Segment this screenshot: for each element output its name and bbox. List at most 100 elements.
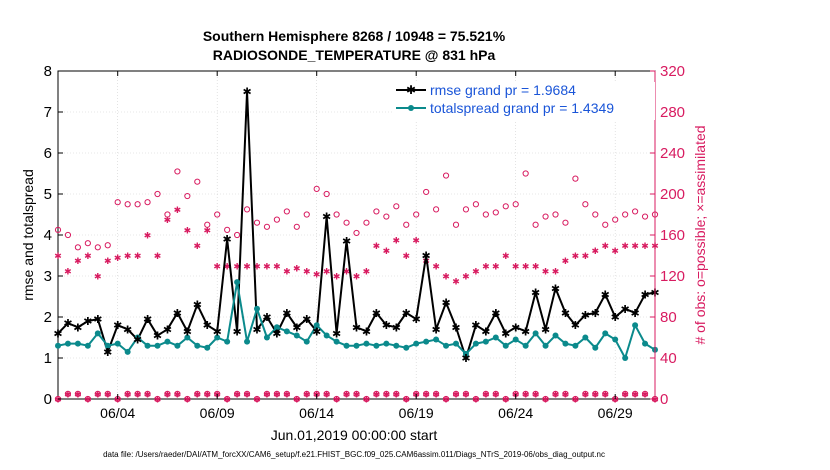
obs-bottom-possible-point	[74, 390, 82, 397]
obs-bottom-possible-point	[502, 395, 509, 403]
obs-bottom-possible-point	[194, 390, 201, 397]
obs-bottom-assimilated-point: ✱	[134, 390, 142, 400]
obs-bottom-possible-point	[154, 395, 161, 403]
obs-bottom-assimilated-point: ✱	[353, 390, 361, 400]
spread-point	[313, 322, 320, 329]
rmse-point: ✱	[223, 233, 232, 246]
spread-point	[522, 342, 529, 349]
y-tick-label: 6	[44, 145, 52, 162]
obs-assimilated-point: ✱	[412, 237, 420, 247]
obs-bottom-possible-point	[482, 390, 489, 397]
spread-point	[582, 334, 589, 341]
obs-bottom-assimilated-point: ✱	[273, 390, 281, 400]
obs-possible-point	[363, 219, 370, 226]
obs-bottom-assimilated-point: ✱	[363, 396, 371, 406]
obs-bottom-assimilated-point: ✱	[303, 390, 311, 400]
rmse-point: ✱	[282, 307, 291, 320]
legend-box	[393, 82, 655, 120]
obs-assimilated-point: ✱	[213, 262, 221, 272]
obs-assimilated-point: ✱	[323, 267, 331, 277]
y-tick-label: 0	[44, 391, 52, 408]
obs-bottom-assimilated-point: ✱	[94, 390, 102, 400]
y-right-tick-label: 200	[660, 186, 685, 203]
legend-rmse-marker: ✱	[406, 83, 416, 97]
spread-point	[323, 332, 330, 339]
obs-possible-point	[632, 208, 639, 215]
rmse-point: ✱	[611, 311, 620, 324]
rmse-point: ✱	[491, 307, 500, 320]
obs-possible-point	[413, 211, 420, 218]
obs-bottom-assimilated-point: ✱	[114, 396, 122, 406]
obs-bottom-assimilated-point: ✱	[263, 390, 271, 400]
rmse-point: ✱	[402, 307, 411, 320]
obs-bottom-possible-point	[462, 390, 470, 397]
rmse-point: ✱	[242, 86, 251, 99]
obs-assimilated-point: ✱	[601, 242, 609, 252]
legend-spread-label: totalspread grand pr = 1.4349	[430, 100, 614, 116]
spread-point	[154, 342, 161, 349]
obs-assimilated-point: ✱	[522, 262, 530, 272]
obs-possible-point	[114, 199, 121, 206]
obs-bottom-possible-point	[263, 390, 271, 397]
obs-bottom-assimilated-point: ✱	[592, 390, 600, 400]
obs-bottom-possible-point	[104, 390, 111, 397]
obs-bottom-possible-point	[592, 390, 599, 397]
obs-assimilated-point: ✱	[452, 278, 460, 288]
y-right-tick-label: 0	[660, 391, 668, 408]
rmse-point: ✱	[471, 319, 480, 332]
obs-assimilated-point: ✱	[482, 262, 490, 272]
rmse-point: ✱	[272, 327, 281, 340]
obs-assimilated-point: ✱	[233, 262, 241, 272]
obs-bottom-assimilated-point: ✱	[462, 390, 470, 400]
obs-bottom-assimilated-point: ✱	[253, 396, 261, 406]
rmse-point: ✱	[193, 299, 202, 312]
rmse-point: ✱	[73, 321, 82, 334]
rmse-point: ✱	[551, 282, 560, 295]
obs-assimilated-point: ✱	[631, 242, 639, 252]
obs-bottom-possible-point	[622, 390, 629, 397]
x-tick-label: 06/19	[399, 405, 434, 421]
obs-bottom-assimilated-point: ✱	[104, 390, 112, 400]
obs-bottom-assimilated-point: ✱	[582, 390, 590, 400]
obs-bottom-possible-point	[452, 390, 460, 397]
obs-bottom-possible-point	[582, 390, 589, 397]
rmse-point: ✱	[581, 309, 590, 322]
spread-point	[502, 342, 509, 349]
obs-bottom-assimilated-point: ✱	[144, 390, 152, 400]
spread-point	[373, 342, 380, 349]
spread-point	[283, 328, 290, 335]
obs-possible-point	[423, 188, 430, 196]
spread-point	[194, 342, 201, 349]
rmse-point: ✱	[213, 325, 222, 338]
obs-assimilated-point: ✱	[343, 267, 351, 277]
rmse-point: ✱	[422, 250, 431, 263]
obs-bottom-assimilated-point: ✱	[442, 396, 450, 406]
obs-bottom-assimilated-point: ✱	[154, 396, 162, 406]
obs-bottom-possible-point	[293, 395, 300, 403]
chart-subtitle: RADIOSONDE_TEMPERATURE @ 831 hPa	[213, 47, 496, 63]
y-axis-label: rmse and totalspread	[20, 169, 36, 301]
rmse-point: ✱	[342, 235, 351, 248]
y-tick-label: 8	[44, 63, 52, 80]
obs-assimilated-point: ✱	[94, 273, 102, 283]
spread-point	[572, 342, 579, 349]
obs-assimilated-point: ✱	[363, 267, 371, 277]
obs-assimilated-point: ✱	[462, 273, 470, 283]
obs-bottom-assimilated-point: ✱	[174, 390, 182, 400]
obs-bottom-possible-point	[552, 390, 559, 397]
obs-bottom-assimilated-point: ✱	[243, 390, 251, 400]
spread-point	[55, 342, 61, 349]
obs-assimilated-point: ✱	[74, 257, 82, 267]
spread-point	[184, 334, 191, 341]
obs-possible-point	[234, 231, 241, 239]
rmse-point: ✱	[461, 352, 470, 365]
rmse-point: ✱	[481, 325, 490, 338]
x-tick-label: 06/29	[598, 405, 633, 421]
obs-assimilated-point: ✱	[333, 273, 341, 283]
y-right-tick-label: 240	[660, 145, 685, 162]
spread-point	[512, 336, 519, 343]
obs-possible-point	[542, 213, 549, 220]
obs-assimilated-point: ✱	[273, 262, 281, 272]
obs-assimilated-point: ✱	[532, 262, 540, 272]
obs-bottom-possible-point	[433, 390, 440, 397]
